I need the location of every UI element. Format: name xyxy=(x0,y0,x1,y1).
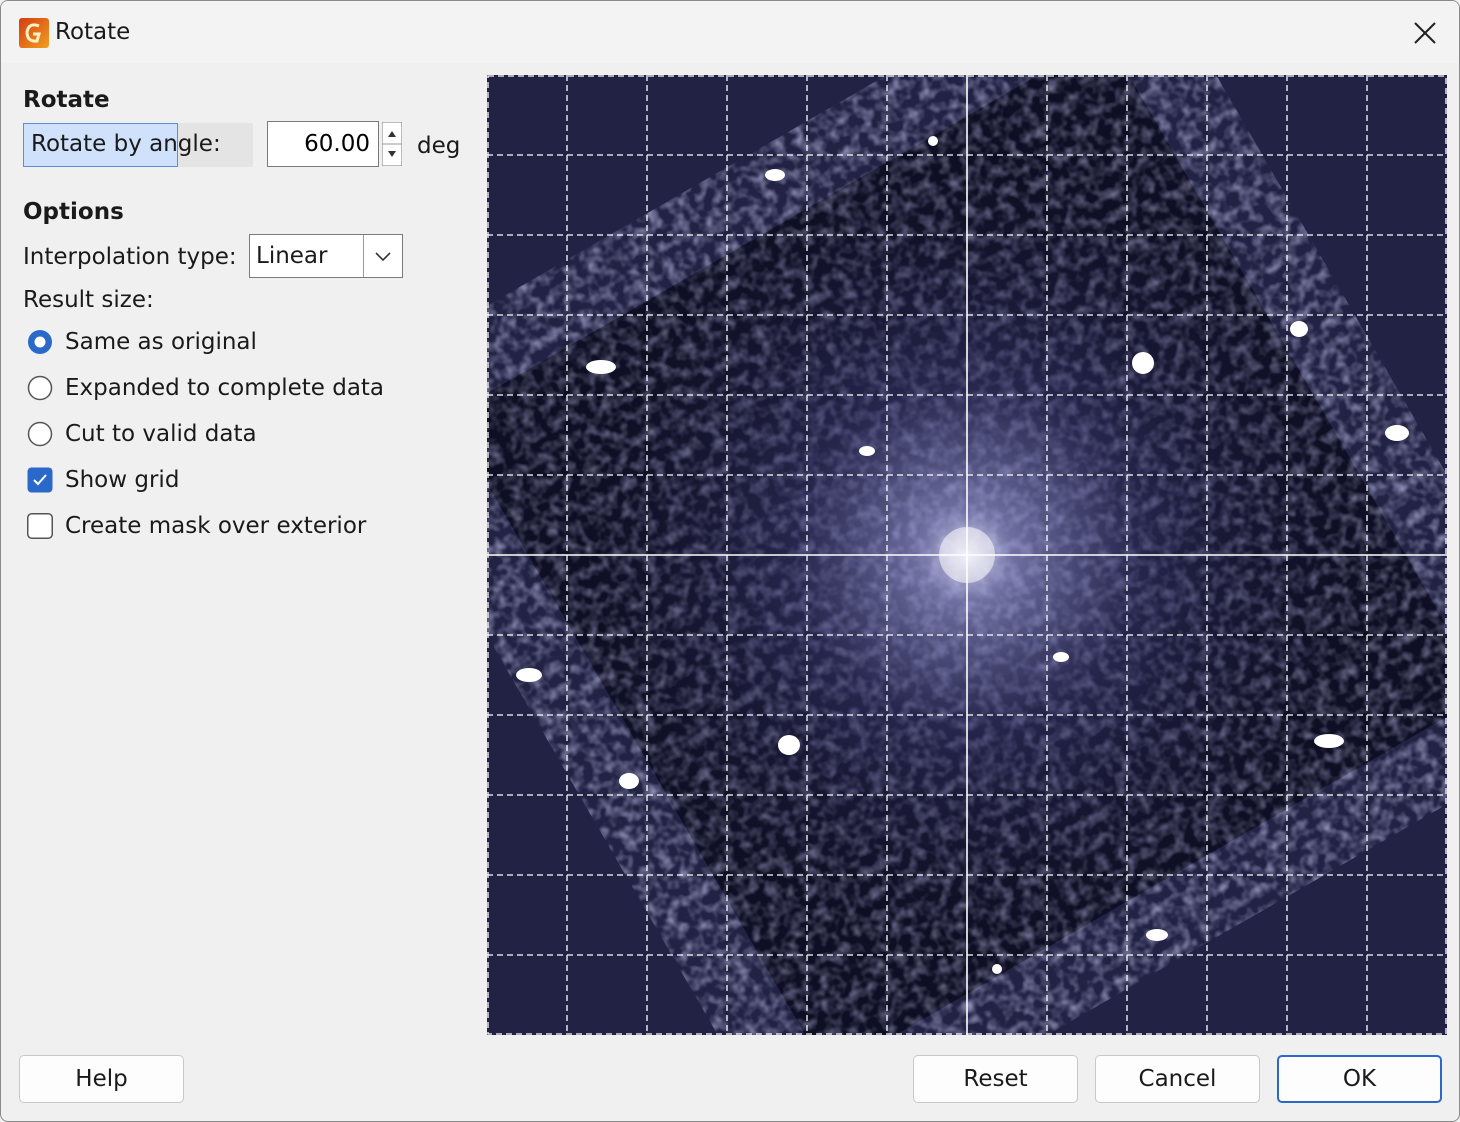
result-size-label: Result size: xyxy=(23,287,154,313)
rotate-heading: Rotate xyxy=(23,87,110,113)
help-button[interactable]: Help xyxy=(19,1055,184,1103)
diffraction-spot xyxy=(1290,321,1308,337)
options-heading: Options xyxy=(23,199,124,225)
spin-down-icon xyxy=(388,151,396,157)
angle-label-area: Rotate by angle: xyxy=(23,123,253,167)
preview-grid xyxy=(487,75,1447,1035)
preview-image xyxy=(487,75,1447,1035)
radio-label-same-as-original: Same as original xyxy=(65,329,257,355)
spin-up-icon xyxy=(388,131,396,137)
angle-label: Rotate by angle: xyxy=(31,131,221,157)
show-grid-checkbox[interactable] xyxy=(27,467,53,493)
diffraction-spot xyxy=(992,964,1002,974)
radio-expanded[interactable] xyxy=(27,375,53,401)
diffraction-spot xyxy=(1132,352,1154,374)
diffraction-spot xyxy=(1053,652,1069,662)
diffraction-spot xyxy=(928,136,938,146)
interpolation-select[interactable]: Linear xyxy=(249,234,403,278)
diffraction-spot xyxy=(586,360,616,374)
ok-button[interactable]: OK xyxy=(1277,1055,1442,1103)
radio-label-cut-to-valid: Cut to valid data xyxy=(65,421,257,447)
diffraction-spot xyxy=(765,169,785,181)
diffraction-spot xyxy=(1385,425,1409,441)
diffraction-spot xyxy=(778,735,800,755)
chevron-down-icon xyxy=(375,252,391,262)
angle-input[interactable] xyxy=(267,121,379,167)
radio-cut-to-valid[interactable] xyxy=(27,421,53,447)
create-mask-checkbox[interactable] xyxy=(27,513,53,539)
reset-button[interactable]: Reset xyxy=(913,1055,1078,1103)
window-title: Rotate xyxy=(55,19,131,45)
rotation-preview xyxy=(487,75,1447,1035)
diffraction-spot xyxy=(859,446,875,456)
spin-arrows[interactable] xyxy=(381,121,403,167)
close-button[interactable] xyxy=(1405,13,1445,53)
grid-border xyxy=(487,75,1447,1035)
interpolation-label: Interpolation type: xyxy=(23,244,237,270)
cancel-button[interactable]: Cancel xyxy=(1095,1055,1260,1103)
title-bar: Rotate xyxy=(1,1,1459,63)
radio-same-as-original[interactable] xyxy=(27,329,53,355)
close-icon xyxy=(1414,22,1436,44)
angle-spinbox[interactable] xyxy=(267,121,403,169)
app-icon xyxy=(19,18,49,48)
angle-unit: deg xyxy=(417,133,461,159)
diffraction-spot xyxy=(1146,929,1168,941)
show-grid-label: Show grid xyxy=(65,467,180,493)
create-mask-label: Create mask over exterior xyxy=(65,513,367,539)
diffraction-spot xyxy=(516,668,542,682)
select-arrow[interactable] xyxy=(363,235,402,277)
diffraction-spot xyxy=(1314,734,1344,748)
interpolation-value: Linear xyxy=(256,243,328,269)
angle-label-selection xyxy=(23,123,178,167)
diffraction-spot xyxy=(619,773,639,789)
radio-label-expanded: Expanded to complete data xyxy=(65,375,385,401)
checkmark-icon xyxy=(33,474,47,486)
